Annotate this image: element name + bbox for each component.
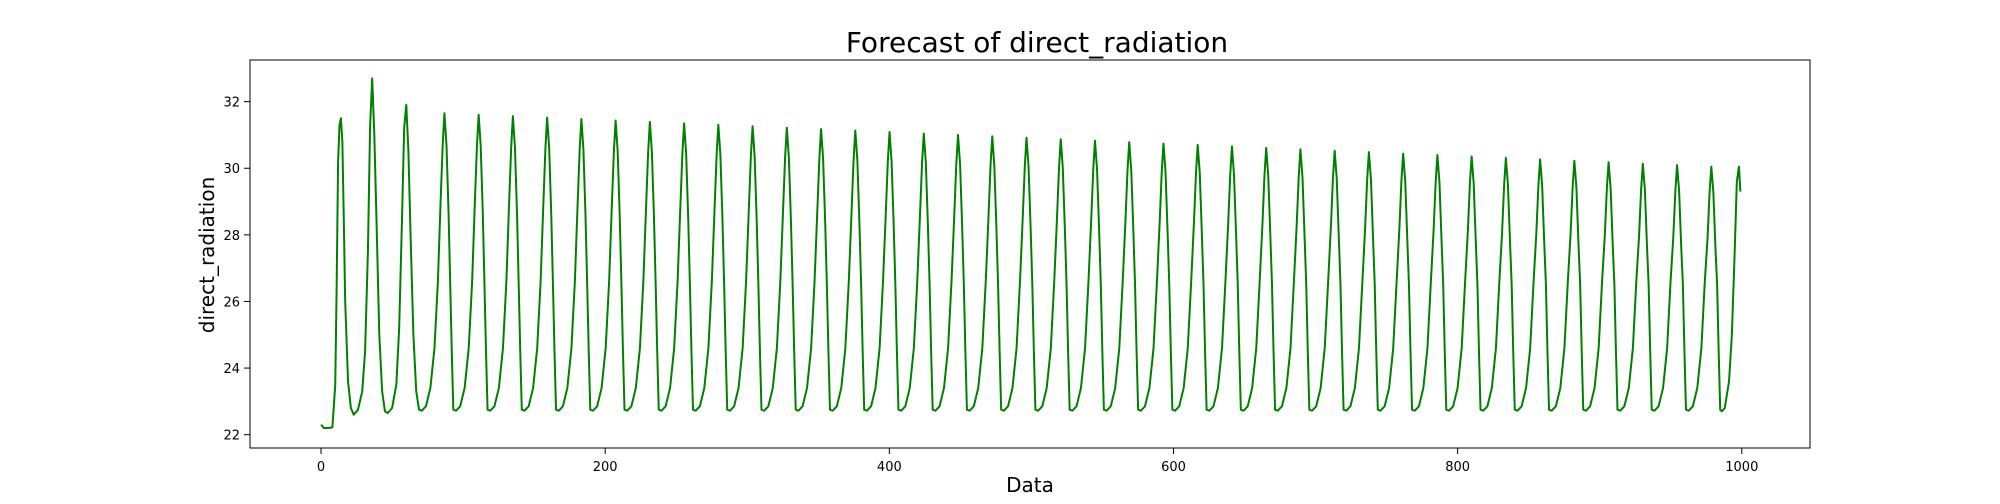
x-tick-label: 400 (877, 460, 902, 475)
x-axis: 0 200 400 600 800 1000 (317, 448, 1758, 475)
y-tick-label: 32 (223, 96, 240, 111)
y-tick-label: 30 (223, 162, 240, 177)
x-tick-label: 200 (593, 460, 618, 475)
y-tick-label: 28 (223, 229, 240, 244)
x-tick-label: 0 (317, 460, 325, 475)
y-tick-label: 26 (223, 295, 240, 310)
x-axis-label: Data (1006, 473, 1054, 497)
x-tick-label: 600 (1161, 460, 1186, 475)
y-axis-label: direct_radiation (195, 177, 219, 333)
series-line (320, 77, 1742, 430)
y-axis: 22 24 26 28 30 32 (223, 96, 250, 444)
chart-title: Forecast of direct_radiation (846, 26, 1228, 59)
x-tick-label: 800 (1445, 460, 1470, 475)
x-tick-label: 1000 (1725, 460, 1758, 475)
y-tick-label: 22 (223, 429, 240, 444)
plot-area-frame (249, 59, 1811, 449)
y-tick-label: 24 (223, 362, 240, 377)
series-layer (320, 77, 1742, 430)
